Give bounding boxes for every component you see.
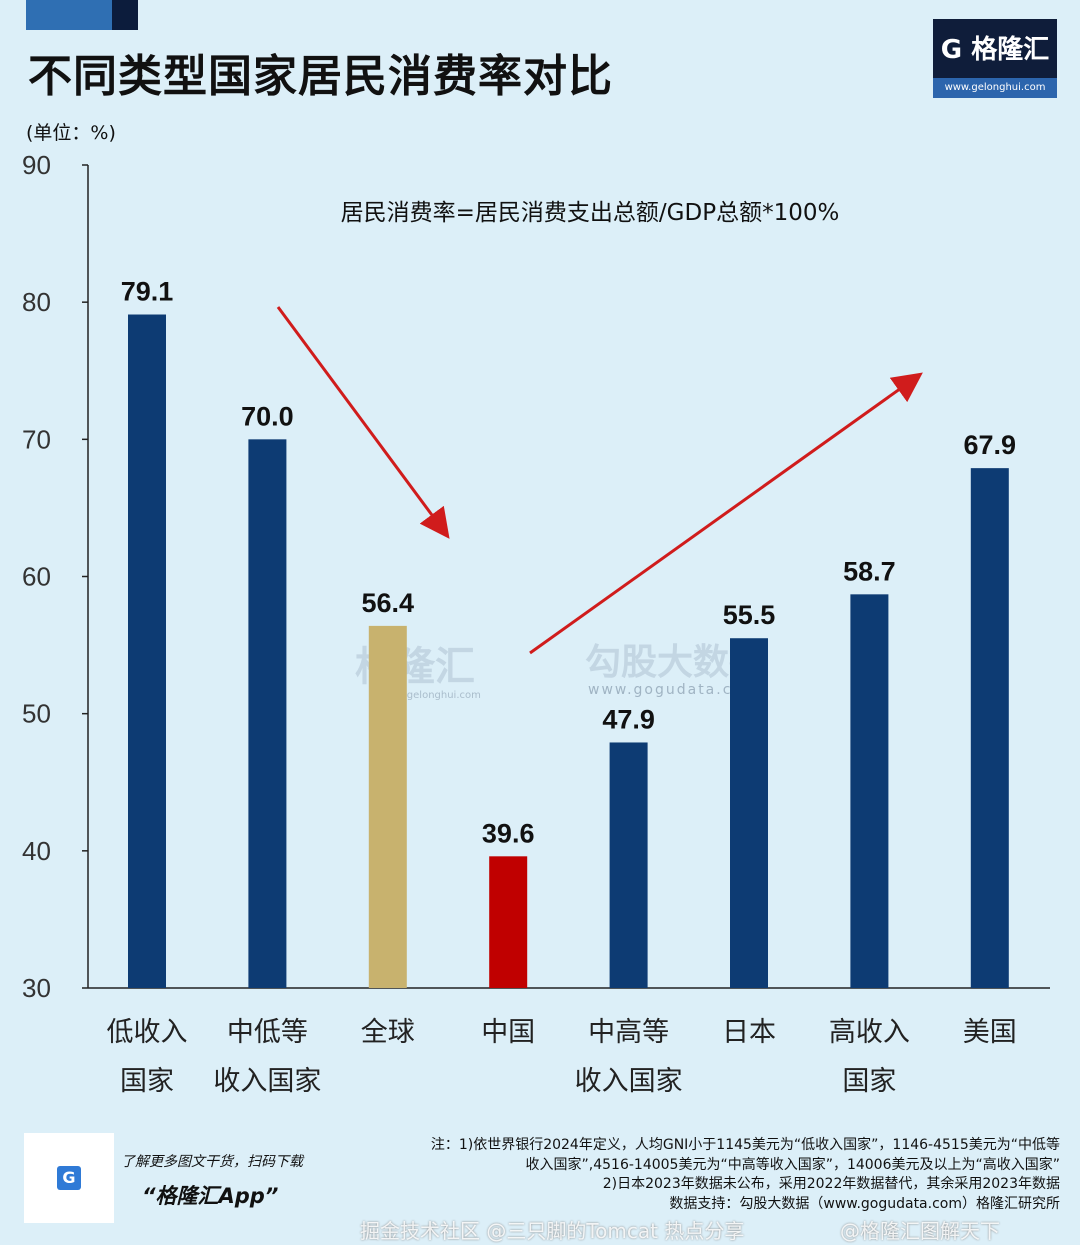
y-tick-label: 50 [22, 699, 51, 729]
category-label: 收入国家 [213, 1066, 321, 1097]
bar-6 [850, 594, 889, 988]
category-label: 全球 [361, 1017, 415, 1048]
category-label: 中高等 [588, 1017, 669, 1048]
header-accent-bar-dark [112, 0, 138, 30]
category-label: 美国 [963, 1017, 1017, 1048]
category-label: 低收入 [107, 1017, 188, 1048]
bar-value-label: 58.7 [843, 556, 896, 586]
note-line: 收入国家”,4516-14005美元为“中高等收入国家”，14006美元及以上为… [525, 1156, 1060, 1173]
category-label: 高收入 [829, 1017, 910, 1048]
category-label: 国家 [842, 1066, 896, 1097]
y-tick-label: 80 [22, 287, 51, 317]
category-label: 国家 [120, 1066, 174, 1097]
y-tick-label: 40 [22, 836, 51, 866]
logo-g-icon: G [940, 35, 972, 65]
bar-3 [489, 856, 528, 988]
note-line: 注：1)依世界银行2024年定义，人均GNI小于1145美元为“低收入国家”，1… [430, 1137, 1060, 1153]
y-tick-label: 70 [22, 424, 51, 454]
page-title: 不同类型国家居民消费率对比 [28, 51, 613, 102]
bar-2 [368, 625, 407, 988]
bar-value-label: 70.0 [241, 401, 294, 431]
bar-0 [128, 314, 166, 988]
y-tick-label: 90 [22, 150, 51, 180]
bar-value-label: 47.9 [602, 704, 655, 734]
watermark-url: www.gelonghui.com [380, 690, 481, 701]
bar-value-label: 56.4 [362, 588, 415, 618]
data-source: 数据支持：勾股大数据（www.gogudata.com）格隆汇研究所 [669, 1195, 1060, 1212]
category-label: 中低等 [227, 1017, 308, 1048]
note-line: 2)日本2023年数据未公布，采用2022年数据替代，其余采用2023年数据 [602, 1176, 1060, 1192]
gelonghui-logo: G 格隆汇 www.gelonghui.com [933, 19, 1057, 98]
category-label: 日本 [722, 1017, 776, 1048]
unit-label: (单位：%) [26, 122, 116, 144]
logo-name: 格隆汇 [971, 35, 1050, 65]
qr-code: G [24, 1133, 114, 1223]
logo-url: www.gelonghui.com [933, 78, 1057, 98]
bar-value-label: 67.9 [964, 430, 1017, 460]
bar-value-label: 55.5 [723, 600, 776, 630]
app-logo-icon: G [57, 1166, 81, 1190]
bar-5 [730, 638, 768, 988]
bar-value-label: 39.6 [482, 818, 535, 848]
footnotes: 注：1)依世界银行2024年定义，人均GNI小于1145美元为“低收入国家”，1… [431, 1136, 1060, 1214]
bar-1 [248, 439, 287, 988]
y-tick-label: 60 [22, 562, 51, 592]
trend-arrow-up [529, 372, 923, 655]
category-label: 收入国家 [575, 1066, 683, 1097]
promo-line: 了解更多图文干货，扫码下载 [121, 1154, 303, 1170]
watermark: 掘金技术社区 @三只脚的Tomcat 热点分享 [360, 1219, 745, 1243]
trend-arrow-down [276, 306, 450, 539]
promo-app: “格隆汇App” [142, 1184, 279, 1208]
y-tick-label: 30 [22, 973, 51, 1003]
logo-text: G 格隆汇 [933, 29, 1057, 66]
watermark-url: www.gogudata.com [588, 682, 759, 698]
watermark: @格隆汇图解天下 [840, 1219, 1000, 1243]
bar-7 [970, 468, 1009, 989]
category-label: 中国 [481, 1017, 535, 1048]
bar-4 [609, 742, 648, 988]
bar-value-label: 79.1 [121, 277, 174, 307]
formula-annotation: 居民消费率=居民消费支出总额/GDP总额*100% [341, 200, 840, 226]
